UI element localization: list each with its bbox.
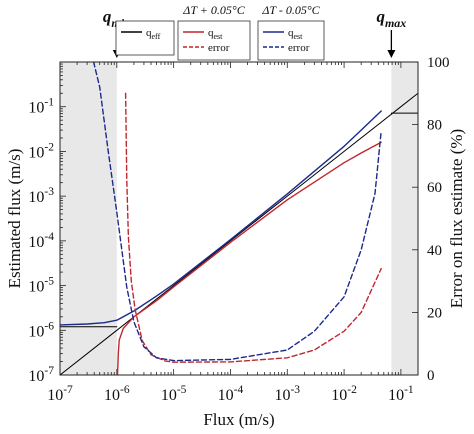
x-tick-label: 10-6 <box>104 384 130 404</box>
legend-box-1 <box>177 20 251 61</box>
legend-box-0 <box>115 20 175 56</box>
x-tick-label: 10-1 <box>388 384 414 404</box>
y-right-tick-label: 20 <box>427 305 442 321</box>
series-line-6 <box>92 62 382 362</box>
shaded-region-0 <box>60 62 117 375</box>
shaded-regions <box>60 62 418 375</box>
y-left-tick-label: 10-7 <box>28 365 54 385</box>
y-right-tick-label: 40 <box>427 243 442 259</box>
legend-box-2 <box>257 20 325 61</box>
x-tick-label: 10-7 <box>47 384 73 404</box>
x-tick-label: 10-3 <box>274 384 300 404</box>
y-right-tick-label: 60 <box>427 180 442 196</box>
y-left-tick-label: 10-3 <box>28 186 54 206</box>
y-left-tick-label: 10-2 <box>28 141 54 161</box>
y-left-tick-label: 10-4 <box>28 231 54 251</box>
plot-frame <box>59 61 419 376</box>
right-y-axis-label: Error on flux estimate (%) <box>447 129 466 308</box>
legend-label-2-1: error <box>288 42 310 54</box>
y-left-tick-label: 10-5 <box>28 276 54 296</box>
series-line-4 <box>60 110 382 326</box>
shaded-region-1 <box>391 62 418 375</box>
series-clip-group <box>60 62 418 375</box>
series-line-3 <box>116 141 382 375</box>
legend-title-1: ΔT + 0.05°C <box>182 3 245 17</box>
series-lines <box>60 62 418 375</box>
y-right-tick-label: 80 <box>427 118 442 134</box>
legend-label-1-1: error <box>208 42 230 54</box>
series-line-0 <box>60 92 418 375</box>
threshold-label-max: qmax <box>376 7 406 30</box>
left-y-axis-label: Estimated flux (m/s) <box>5 149 24 289</box>
legend-title-2: ΔT - 0.05°C <box>261 3 320 17</box>
y-right-tick-label: 100 <box>427 55 450 71</box>
y-left-tick-label: 10-6 <box>28 320 54 340</box>
threshold-arrow-head-max <box>387 50 396 58</box>
series-line-5 <box>124 92 382 363</box>
x-tick-label: 10-2 <box>331 384 357 404</box>
x-axis-label: Flux (m/s) <box>203 410 274 429</box>
x-tick-label: 10-4 <box>218 384 244 404</box>
x-tick-label: 10-5 <box>161 384 187 404</box>
y-right-tick-label: 0 <box>427 368 435 384</box>
y-left-tick-label: 10-1 <box>28 97 54 117</box>
